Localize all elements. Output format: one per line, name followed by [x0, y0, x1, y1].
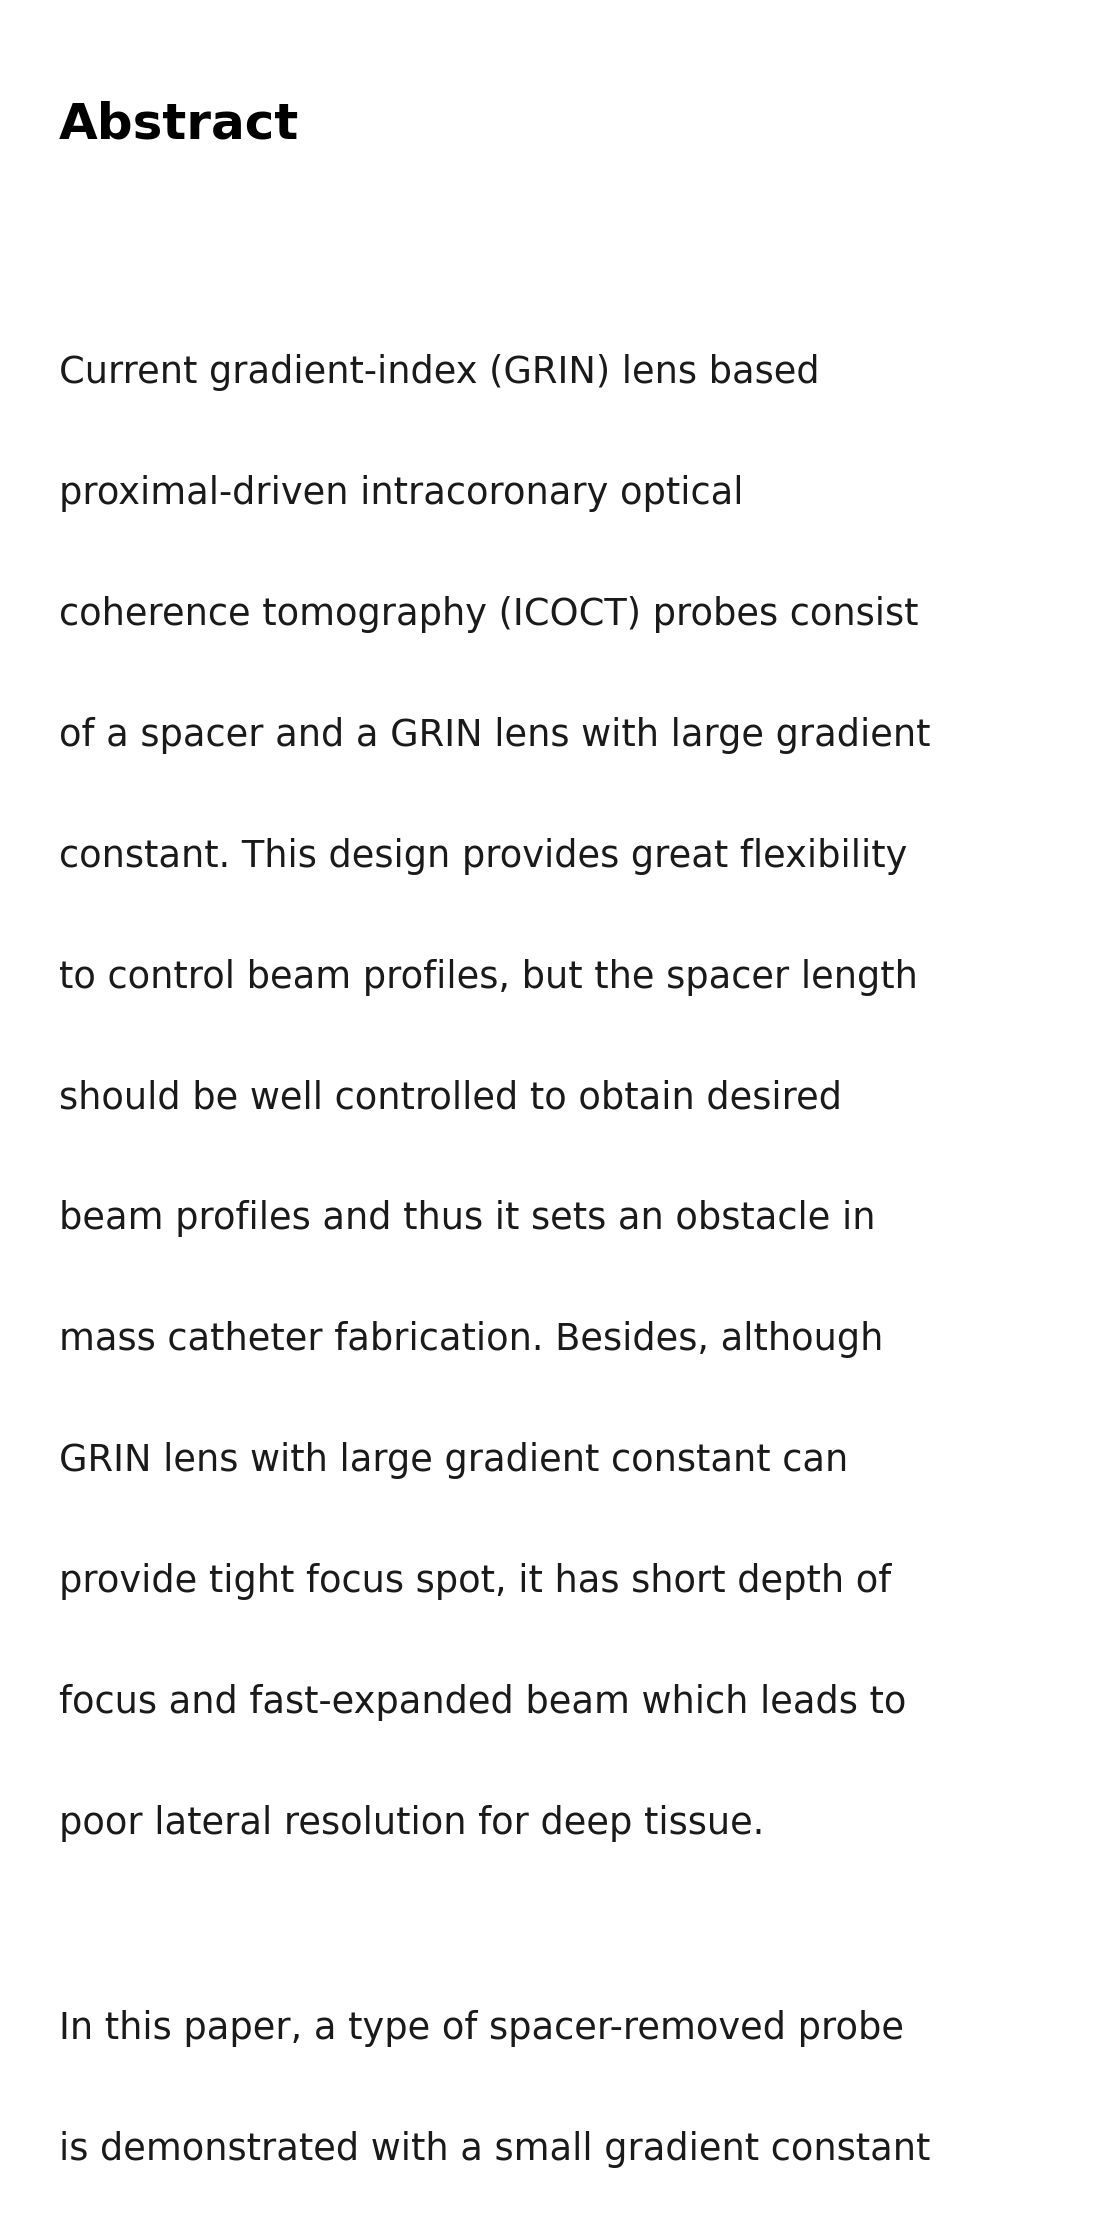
- Text: of a spacer and a GRIN lens with large gradient: of a spacer and a GRIN lens with large g…: [59, 716, 930, 754]
- Text: beam profiles and thus it sets an obstacle in: beam profiles and thus it sets an obstac…: [59, 1200, 876, 1238]
- Text: is demonstrated with a small gradient constant: is demonstrated with a small gradient co…: [59, 2131, 930, 2169]
- Text: focus and fast-expanded beam which leads to: focus and fast-expanded beam which leads…: [59, 1683, 907, 1721]
- Text: coherence tomography (ICOCT) probes consist: coherence tomography (ICOCT) probes cons…: [59, 595, 918, 633]
- Text: to control beam profiles, but the spacer length: to control beam profiles, but the spacer…: [59, 958, 918, 996]
- Text: mass catheter fabrication. Besides, although: mass catheter fabrication. Besides, alth…: [59, 1320, 884, 1358]
- Text: should be well controlled to obtain desired: should be well controlled to obtain desi…: [59, 1079, 842, 1117]
- Text: provide tight focus spot, it has short depth of: provide tight focus spot, it has short d…: [59, 1562, 891, 1600]
- Text: Current gradient-index (GRIN) lens based: Current gradient-index (GRIN) lens based: [59, 354, 820, 392]
- Text: GRIN lens with large gradient constant can: GRIN lens with large gradient constant c…: [59, 1441, 849, 1479]
- Text: Abstract: Abstract: [59, 101, 299, 148]
- Text: In this paper, a type of spacer-removed probe: In this paper, a type of spacer-removed …: [59, 2010, 904, 2048]
- Text: proximal-driven intracoronary optical: proximal-driven intracoronary optical: [59, 474, 744, 513]
- Text: poor lateral resolution for deep tissue.: poor lateral resolution for deep tissue.: [59, 1804, 764, 1842]
- Text: constant. This design provides great flexibility: constant. This design provides great fle…: [59, 837, 908, 875]
